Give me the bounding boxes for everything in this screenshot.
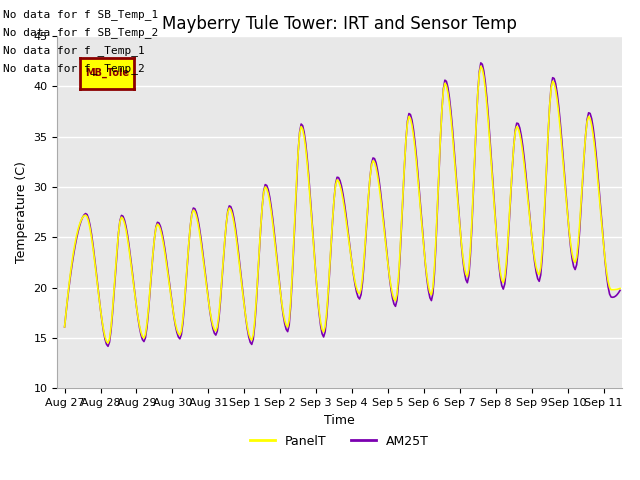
- AM25T: [616, 288, 624, 293]
- PanelT: [470, 186, 477, 192]
- X-axis label: Time: Time: [324, 414, 355, 427]
- Line: AM25T: AM25T: [65, 63, 620, 346]
- Text: No data for f SB_Temp_2: No data for f SB_Temp_2: [3, 27, 159, 38]
- AM25T: [132, 304, 140, 310]
- AM25T: [477, 60, 484, 66]
- Text: MB_Tole: MB_Tole: [85, 68, 129, 78]
- Line: PanelT: PanelT: [65, 66, 620, 343]
- AM25T: [607, 294, 615, 300]
- Text: No data for f_ Temp_2: No data for f_ Temp_2: [3, 63, 145, 74]
- PanelT: [477, 63, 484, 69]
- Text: No data for f SB_Temp_1: No data for f SB_Temp_1: [3, 9, 159, 20]
- PanelT: [345, 240, 353, 245]
- Legend: PanelT, AM25T: PanelT, AM25T: [244, 430, 434, 453]
- AM25T: [250, 336, 257, 342]
- AM25T: [470, 191, 477, 196]
- AM25T: [154, 219, 161, 225]
- PanelT: [154, 221, 161, 227]
- AM25T: [104, 343, 112, 349]
- AM25T: [345, 237, 353, 243]
- Title: Mayberry Tule Tower: IRT and Sensor Temp: Mayberry Tule Tower: IRT and Sensor Temp: [162, 15, 517, 33]
- PanelT: [607, 287, 615, 292]
- PanelT: [104, 340, 112, 346]
- PanelT: [250, 332, 257, 337]
- PanelT: [132, 304, 140, 310]
- PanelT: [616, 286, 624, 291]
- AM25T: [61, 324, 68, 330]
- Y-axis label: Temperature (C): Temperature (C): [15, 161, 28, 263]
- Text: No data for f _Temp_1: No data for f _Temp_1: [3, 45, 145, 56]
- PanelT: [61, 324, 68, 330]
